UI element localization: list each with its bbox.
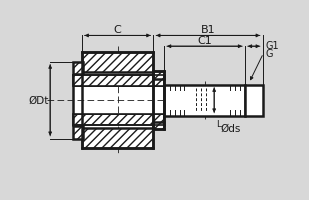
Bar	[73, 127, 83, 139]
Text: G1: G1	[265, 41, 279, 51]
Text: C1: C1	[197, 36, 212, 45]
Text: Øds: Øds	[220, 124, 241, 134]
Text: L: L	[216, 120, 221, 129]
Bar	[82, 53, 153, 73]
Bar	[245, 85, 263, 116]
Text: G: G	[265, 49, 273, 59]
Bar	[153, 79, 164, 122]
Bar	[164, 85, 245, 116]
Bar	[73, 87, 164, 114]
Bar	[73, 76, 164, 87]
Bar	[73, 62, 83, 75]
Bar	[82, 73, 153, 128]
Bar	[73, 114, 164, 125]
Bar	[153, 122, 164, 130]
Text: C: C	[114, 25, 121, 35]
Text: B1: B1	[201, 25, 215, 35]
Bar	[82, 128, 153, 148]
Text: ØDt: ØDt	[28, 96, 49, 106]
Bar	[153, 72, 164, 79]
